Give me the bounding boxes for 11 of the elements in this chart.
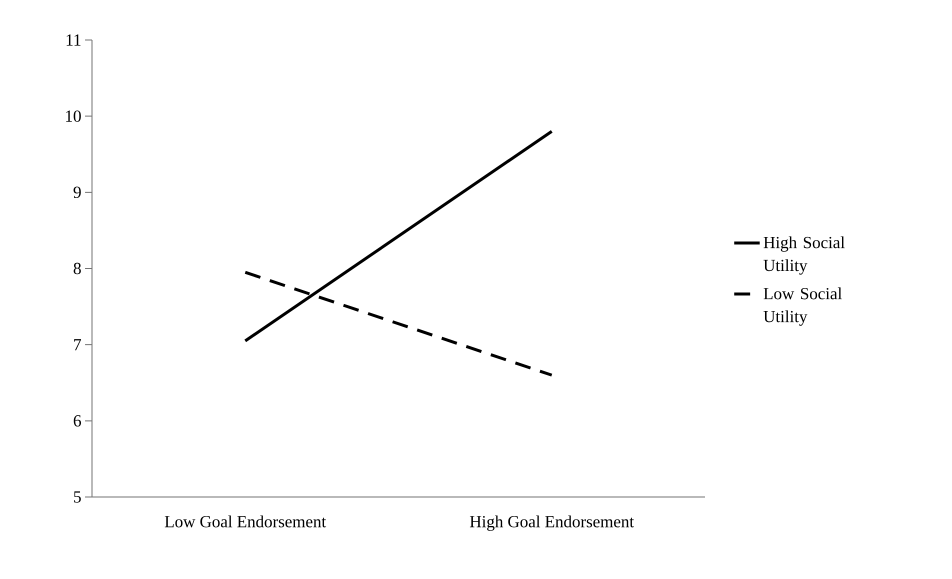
legend-label: High Social Utility	[764, 236, 845, 275]
x-tick-label: Low Goal Endorsement	[164, 515, 326, 528]
y-tick-label: 10	[66, 110, 81, 122]
y-tick-label: 7	[74, 339, 82, 350]
y-tick-label: 6	[74, 415, 82, 427]
y-tick-label: 9	[74, 186, 81, 198]
y-tick-label: 8	[74, 262, 81, 274]
x-tick-label: High Goal Endorsement	[470, 515, 634, 531]
y-tick-label: 5	[74, 491, 81, 503]
legend-label: Low Social Utility	[764, 287, 842, 326]
y-tick-label: 11	[66, 34, 80, 46]
